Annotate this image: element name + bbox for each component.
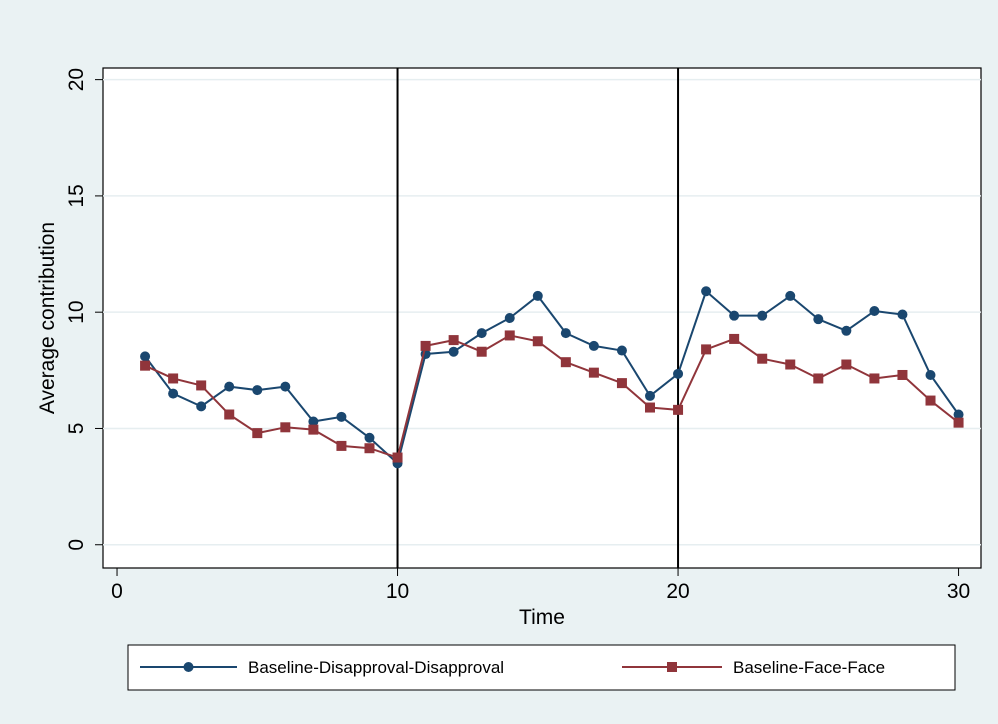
x-tick-label: 10 <box>386 580 409 603</box>
y-tick-label: 20 <box>65 68 88 91</box>
data-point <box>336 411 347 422</box>
legend-box <box>127 644 956 691</box>
axes: 0 5 10 15 20 0 10 20 30 <box>65 68 970 603</box>
vertical-reference-lines <box>396 68 680 568</box>
data-point <box>953 409 964 420</box>
x-axis-title: Time <box>519 606 565 629</box>
data-point <box>673 404 684 415</box>
data-point <box>701 286 712 297</box>
data-point <box>644 390 655 401</box>
data-point <box>925 369 936 380</box>
data-point <box>813 373 824 384</box>
data-point <box>196 401 207 412</box>
data-point <box>869 306 880 317</box>
data-point <box>813 314 824 325</box>
y-tick-label: 5 <box>65 423 88 435</box>
data-point <box>560 328 571 339</box>
data-point <box>140 360 151 371</box>
data-point <box>140 351 151 362</box>
data-point <box>785 290 796 301</box>
legend: Baseline-Disapproval-Disapproval Baseline… <box>127 644 956 691</box>
data-point <box>757 310 768 321</box>
data-point <box>448 335 459 346</box>
data-point <box>729 333 740 344</box>
data-point <box>476 328 487 339</box>
data-point <box>392 452 403 463</box>
data-point <box>448 346 459 357</box>
legend-label: Baseline-Face-Face <box>733 658 885 677</box>
data-point <box>224 409 235 420</box>
data-point <box>925 395 936 406</box>
data-point <box>532 336 543 347</box>
data-point <box>504 330 515 341</box>
plot-area <box>102 67 982 569</box>
y-tick-label: 0 <box>65 539 88 551</box>
series-1 <box>140 286 964 469</box>
series-2 <box>140 330 964 463</box>
data-point <box>897 369 908 380</box>
x-tick-label: 0 <box>111 580 123 603</box>
data-point <box>308 424 319 435</box>
data-point <box>841 325 852 336</box>
data-point <box>224 381 235 392</box>
data-point <box>897 309 908 320</box>
x-tick-label: 30 <box>947 580 970 603</box>
legend-item: Baseline-Disapproval-Disapproval <box>140 658 504 677</box>
legend-label: Baseline-Disapproval-Disapproval <box>248 658 504 677</box>
data-point <box>869 373 880 384</box>
y-tick-label: 10 <box>65 301 88 324</box>
data-point <box>252 428 263 439</box>
legend-item: Baseline-Face-Face <box>622 658 885 677</box>
data-point <box>588 367 599 378</box>
data-point <box>532 290 543 301</box>
legend-marker <box>667 662 677 672</box>
data-point <box>841 359 852 370</box>
data-point <box>364 443 375 454</box>
data-point <box>308 416 319 427</box>
data-point <box>280 381 291 392</box>
data-point <box>196 380 207 391</box>
data-point <box>953 417 964 428</box>
data-point <box>616 378 627 389</box>
data-point <box>616 345 627 356</box>
data-point <box>757 353 768 364</box>
data-point <box>560 357 571 368</box>
data-point <box>701 344 712 355</box>
data-point <box>252 385 263 396</box>
data-point <box>644 402 655 413</box>
data-point <box>280 422 291 433</box>
data-point <box>364 432 375 443</box>
data-point <box>336 440 347 451</box>
y-axis-title: Average contribution <box>36 222 59 414</box>
data-point <box>729 310 740 321</box>
data-point <box>168 373 179 384</box>
data-point <box>168 388 179 399</box>
data-point <box>476 346 487 357</box>
x-tick-label: 20 <box>666 580 689 603</box>
y-tick-label: 15 <box>65 184 88 207</box>
data-point <box>785 359 796 370</box>
data-point <box>504 313 515 323</box>
legend-marker <box>183 662 194 672</box>
data-point <box>673 368 684 379</box>
data-point <box>588 340 599 351</box>
data-point <box>420 340 431 351</box>
series-layer <box>140 286 964 469</box>
